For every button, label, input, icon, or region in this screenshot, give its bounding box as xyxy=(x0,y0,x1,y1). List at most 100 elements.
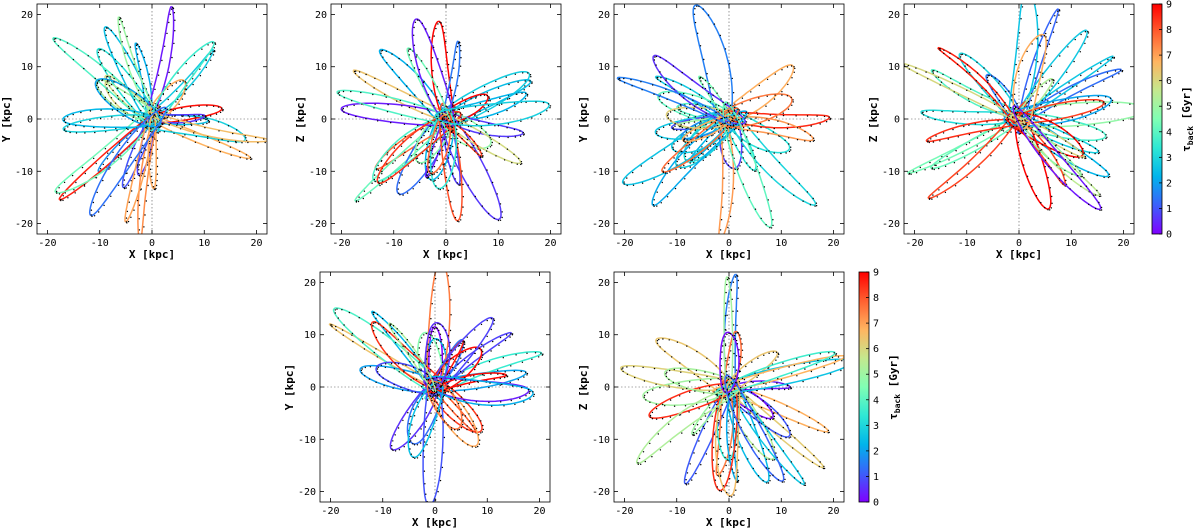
colorbar-tick-label: 2 xyxy=(873,446,879,457)
panel-top-3: -20 -10 0 10 20 -20 -10 0 10 20 X [kpc] Y [kpc] xyxy=(577,3,845,261)
y-tick-label: 10 xyxy=(888,62,900,73)
x-tick-label: -10 xyxy=(668,238,686,249)
y-tick-label: -20 xyxy=(592,219,610,230)
x-tick-label: 0 xyxy=(726,506,732,517)
y-tick-label: 20 xyxy=(888,10,900,21)
orbit-track xyxy=(88,106,167,217)
colorbar-tick-label: 3 xyxy=(1166,153,1172,164)
x-tick-label: 20 xyxy=(828,238,840,249)
x-tick-label: 10 xyxy=(775,238,787,249)
y-tick-label: -10 xyxy=(592,435,610,446)
panel-top-1: -20 -10 0 10 20 -20 -10 0 10 20 X [kpc] Y [kpc] xyxy=(0,3,268,261)
x-axis-label: X [kpc] xyxy=(412,516,458,529)
colorbar-tick-label: 9 xyxy=(873,268,879,279)
colorbar-tick-label: 1 xyxy=(1166,204,1172,215)
x-tick-label: -10 xyxy=(668,506,686,517)
colorbar-label: τback [Gyr] xyxy=(1180,86,1195,152)
orbit-track xyxy=(1009,112,1107,142)
orbit-tracer-dots xyxy=(96,79,163,129)
x-tick-label: -20 xyxy=(615,238,633,249)
y-axis-label: Z [kpc] xyxy=(867,96,880,142)
orbit-track xyxy=(137,104,160,234)
orbit-track xyxy=(1016,8,1060,135)
colorbar-tick-label: 7 xyxy=(1166,51,1172,62)
orbits xyxy=(328,272,544,502)
orbit-tracer-dots xyxy=(725,375,786,483)
orbit-track xyxy=(1012,105,1102,211)
orbit-tracer-dots xyxy=(376,362,442,396)
x-tick-label: 10 xyxy=(775,506,787,517)
orbit-tracer-dots xyxy=(436,101,552,128)
orbit-track xyxy=(616,76,734,126)
orbit-tracer-dots xyxy=(377,112,463,185)
y-tick-label: 20 xyxy=(315,10,327,21)
y-tick-label: 10 xyxy=(598,330,610,341)
x-tick-label: -10 xyxy=(374,506,392,517)
x-tick-label: 0 xyxy=(149,238,155,249)
orbits xyxy=(336,18,552,223)
y-tick-label: -10 xyxy=(298,435,316,446)
orbit-track xyxy=(904,62,1026,125)
colorbar-top: 0 1 2 3 4 5 6 7 8 9 τback [Gyr] xyxy=(1151,0,1195,241)
orbit-track xyxy=(424,322,451,391)
orbit-track xyxy=(1007,4,1039,129)
y-tick-label: -20 xyxy=(309,219,327,230)
y-tick-label: -20 xyxy=(882,219,900,230)
x-tick-label: 0 xyxy=(726,238,732,249)
y-tick-label: -10 xyxy=(309,167,327,178)
orbit-track xyxy=(722,101,773,228)
y-tick-label: 0 xyxy=(604,115,610,126)
y-axis-label: Y [kpc] xyxy=(577,96,590,142)
colorbar-tick-label: 8 xyxy=(873,293,879,304)
orbit-track xyxy=(429,107,458,190)
x-tick-label: -20 xyxy=(321,506,339,517)
y-tick-label: 10 xyxy=(598,62,610,73)
x-axis-label: X [kpc] xyxy=(129,248,175,261)
y-tick-label: 20 xyxy=(304,278,316,289)
orbit-tracer-dots xyxy=(149,114,159,191)
orbit-track xyxy=(424,351,543,400)
orbit-track xyxy=(720,116,814,142)
orbits xyxy=(616,4,832,234)
orbit-track xyxy=(1010,107,1110,178)
y-axis-label: Z [kpc] xyxy=(294,96,307,142)
y-axis-label: Z [kpc] xyxy=(577,364,590,410)
orbit-tracer-dots xyxy=(90,107,169,218)
y-tick-label: 0 xyxy=(604,383,610,394)
x-tick-label: -10 xyxy=(958,238,976,249)
x-tick-label: 10 xyxy=(481,506,493,517)
x-axis-label: X [kpc] xyxy=(706,248,752,261)
colorbar-label: τback [Gyr] xyxy=(887,354,902,420)
orbit-track xyxy=(1003,94,1113,127)
y-tick-label: -10 xyxy=(592,167,610,178)
x-tick-label: -20 xyxy=(615,506,633,517)
colorbar-tick-label: 5 xyxy=(873,370,879,381)
orbit-track xyxy=(352,69,463,126)
orbit-track xyxy=(711,354,844,393)
colorbar-tick-label: 4 xyxy=(873,395,879,406)
orbits xyxy=(619,273,844,498)
orbit-track xyxy=(411,18,455,127)
x-tick-label: 20 xyxy=(251,238,263,249)
y-tick-label: 0 xyxy=(321,115,327,126)
orbit-track xyxy=(427,114,451,175)
orbit-track xyxy=(434,100,550,127)
x-tick-label: 20 xyxy=(828,506,840,517)
x-axis-label: X [kpc] xyxy=(996,248,1042,261)
x-tick-label: -20 xyxy=(332,238,350,249)
x-tick-label: -10 xyxy=(91,238,109,249)
x-tick-label: 10 xyxy=(1065,238,1077,249)
colorbar-tick-label: 2 xyxy=(1166,178,1172,189)
orbit-track xyxy=(438,102,463,222)
orbit-track xyxy=(407,380,444,459)
orbit-track xyxy=(665,106,735,130)
orbit-track xyxy=(370,320,449,393)
colorbar-tick-label: 6 xyxy=(873,344,879,355)
colorbar-bottom: 0 1 2 3 4 5 6 7 8 9 τback [Gyr] xyxy=(858,268,902,509)
panel-top-2: -20 -10 0 10 20 -20 -10 0 10 20 X [kpc] Z [kpc] xyxy=(294,3,562,261)
panel-bottom-2: -20 -10 0 10 20 -20 -10 0 10 20 X [kpc] Z [kpc] xyxy=(577,271,845,529)
orbit-tracer-dots xyxy=(719,94,794,129)
orbit-track xyxy=(336,89,458,126)
x-axis-label: X [kpc] xyxy=(423,248,469,261)
orbit-track xyxy=(652,54,747,125)
